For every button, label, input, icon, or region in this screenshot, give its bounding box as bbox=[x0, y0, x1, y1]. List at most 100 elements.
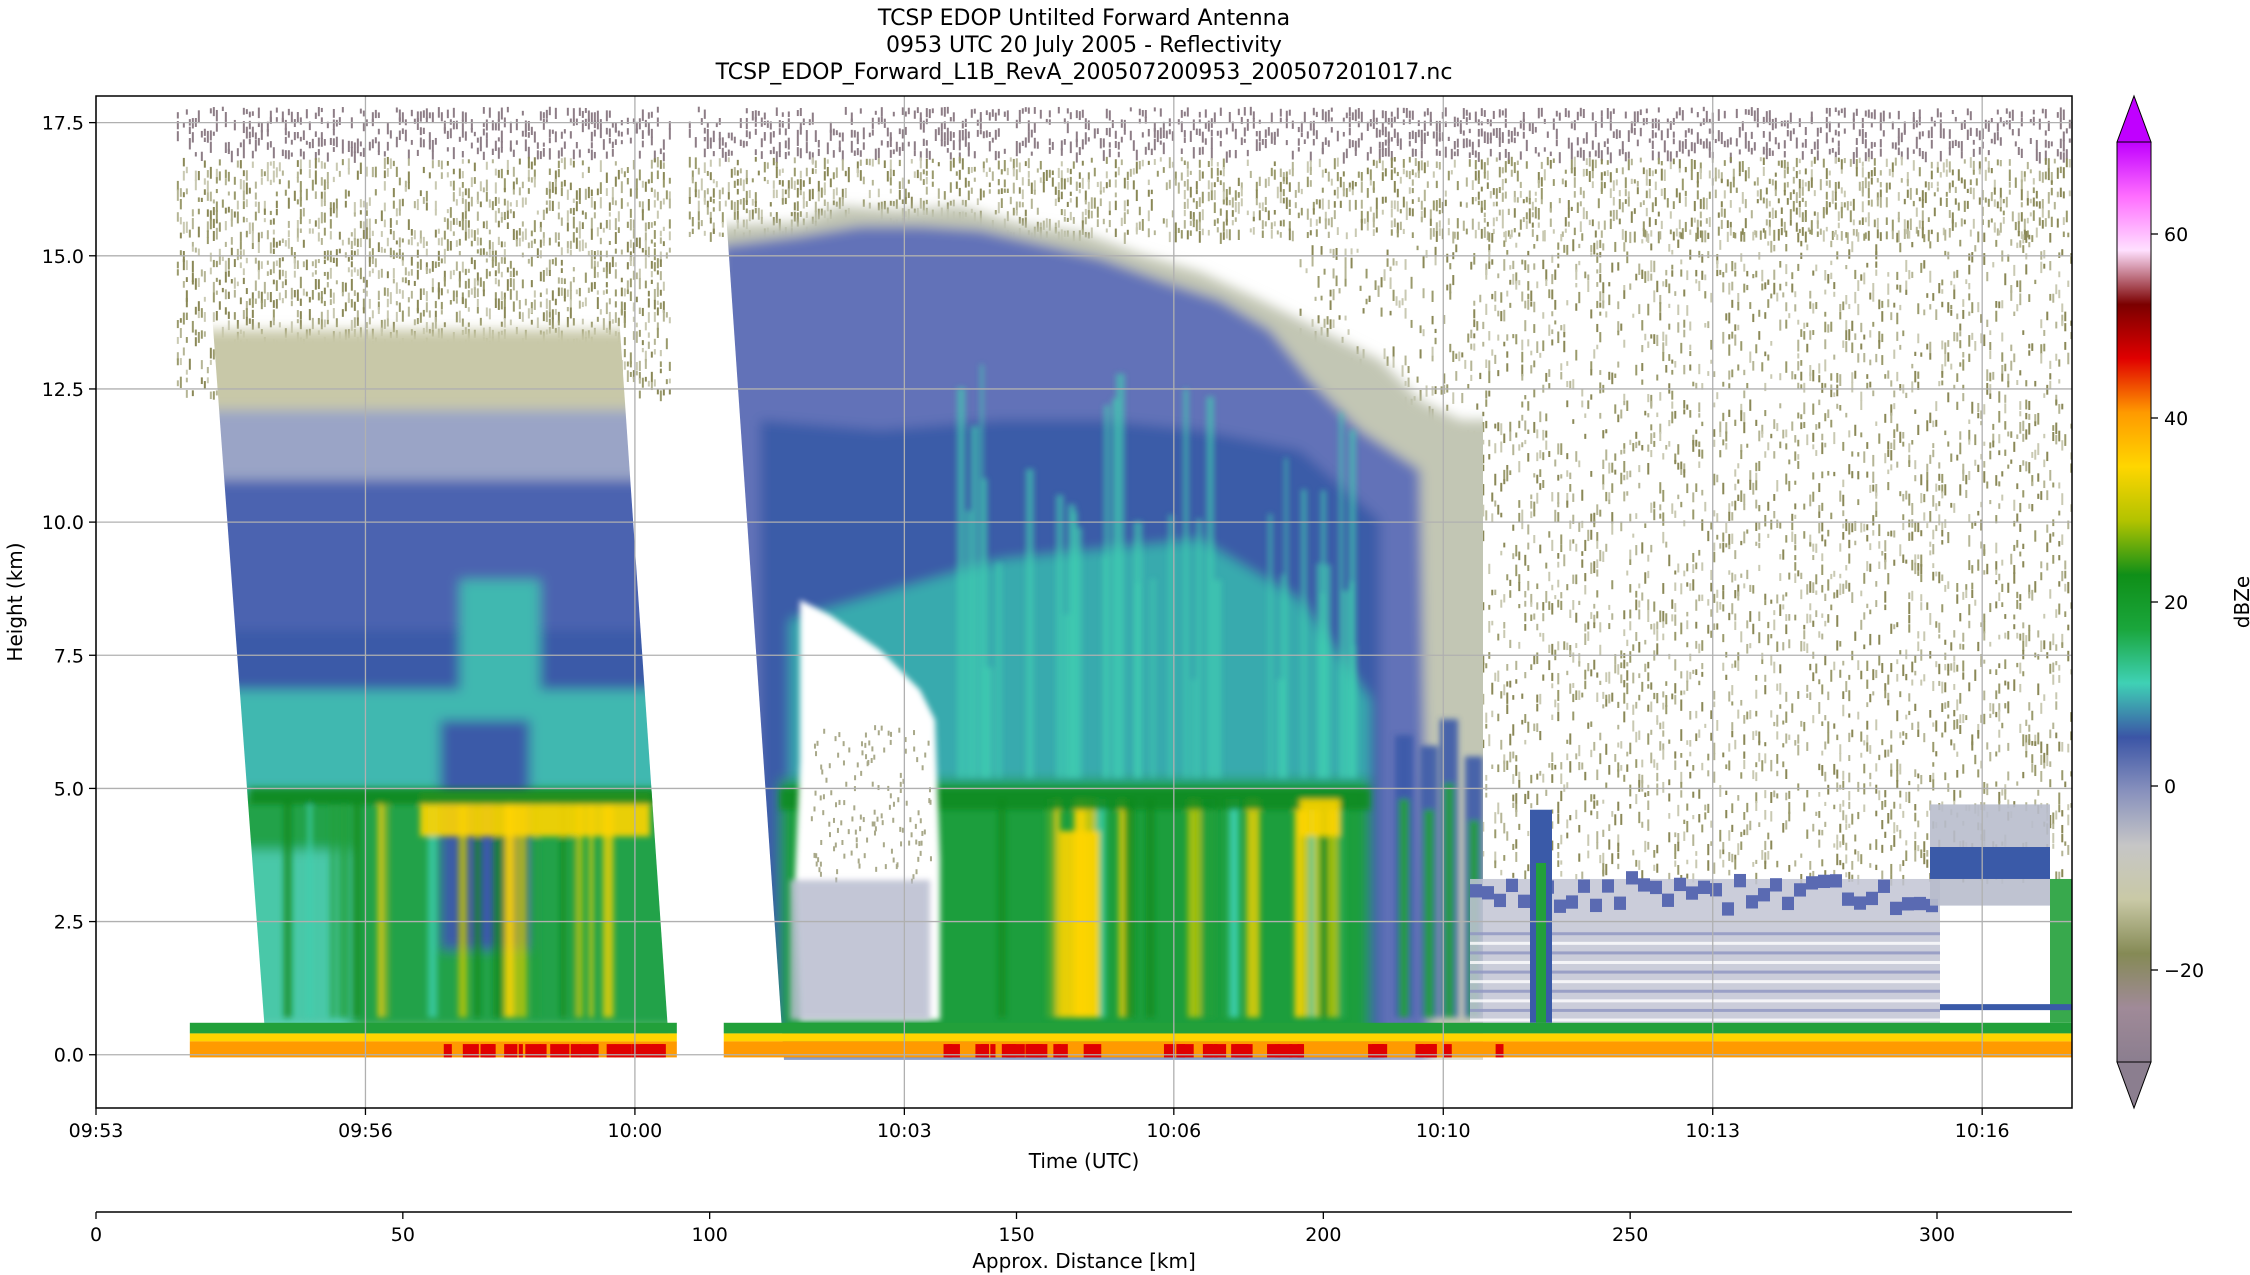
noise-speck bbox=[485, 132, 488, 139]
noise-speck bbox=[1467, 333, 1470, 343]
noise-speck bbox=[467, 220, 470, 228]
noise-speck bbox=[659, 160, 662, 169]
noise-speck bbox=[1816, 127, 1819, 137]
noise-speck bbox=[539, 271, 542, 282]
noise-speck bbox=[359, 220, 362, 229]
noise-speck bbox=[1093, 167, 1096, 177]
noise-speck bbox=[356, 292, 359, 302]
noise-speck bbox=[1708, 118, 1711, 123]
noise-speck bbox=[395, 240, 398, 245]
noise-speck bbox=[1867, 148, 1870, 159]
noise-speck bbox=[452, 168, 455, 175]
noise-speck bbox=[1527, 250, 1530, 256]
noise-speck bbox=[1999, 206, 2002, 212]
noise-speck bbox=[1557, 561, 1560, 568]
noise-speck bbox=[407, 181, 410, 190]
noise-speck bbox=[239, 250, 242, 260]
noise-speck bbox=[1879, 189, 1882, 198]
noise-speck bbox=[2047, 210, 2050, 219]
noise-speck bbox=[1159, 127, 1162, 139]
noise-speck bbox=[1491, 233, 1494, 243]
noise-speck bbox=[1996, 228, 1999, 236]
noise-speck bbox=[1654, 169, 1657, 174]
noise-speck bbox=[650, 128, 653, 138]
noise-speck bbox=[1503, 240, 1506, 247]
noise-speck bbox=[1554, 459, 1557, 467]
noise-speck bbox=[1618, 190, 1621, 197]
noise-speck bbox=[1861, 128, 1864, 140]
noise-speck bbox=[811, 188, 814, 200]
noise-speck bbox=[754, 192, 757, 203]
noise-speck bbox=[1402, 107, 1405, 114]
noise-speck bbox=[940, 139, 943, 147]
noise-speck bbox=[1552, 179, 1555, 186]
noise-speck bbox=[1288, 169, 1291, 175]
noise-speck bbox=[1708, 147, 1711, 158]
noise-speck bbox=[700, 178, 703, 191]
noise-speck bbox=[1993, 222, 1996, 230]
noise-speck bbox=[1663, 187, 1666, 200]
noise-speck bbox=[434, 137, 437, 145]
noise-speck bbox=[2062, 109, 2065, 121]
noise-speck bbox=[281, 297, 284, 304]
noise-speck bbox=[272, 279, 275, 285]
noise-speck bbox=[293, 270, 296, 278]
noise-speck bbox=[1843, 202, 1846, 208]
noise-speck bbox=[1500, 812, 1503, 824]
noise-speck bbox=[1423, 132, 1426, 144]
noise-speck bbox=[1627, 151, 1630, 159]
noise-speck bbox=[1309, 180, 1312, 187]
noise-speck bbox=[542, 142, 545, 147]
noise-speck bbox=[1509, 279, 1512, 285]
noise-speck bbox=[1530, 365, 1533, 374]
noise-speck bbox=[1099, 190, 1102, 195]
noise-speck bbox=[1527, 790, 1530, 800]
noise-speck bbox=[647, 298, 650, 308]
noise-speck bbox=[1780, 218, 1783, 227]
noise-speck bbox=[1003, 160, 1006, 172]
noise-speck bbox=[554, 232, 557, 243]
noise-speck bbox=[623, 337, 626, 346]
noise-speck bbox=[1503, 822, 1506, 834]
noise-speck bbox=[332, 176, 335, 183]
noise-speck bbox=[925, 140, 928, 146]
noise-speck bbox=[353, 250, 356, 256]
noise-speck bbox=[389, 247, 392, 258]
noise-speck bbox=[718, 138, 721, 150]
noise-speck bbox=[1681, 141, 1684, 148]
noise-speck bbox=[1180, 121, 1183, 133]
noise-speck bbox=[934, 129, 937, 141]
noise-speck bbox=[1888, 182, 1891, 190]
noise-speck bbox=[1783, 169, 1786, 179]
noise-speck bbox=[413, 319, 416, 326]
noise-speck bbox=[1483, 212, 1486, 218]
noise-speck bbox=[1537, 179, 1540, 188]
noise-speck bbox=[1678, 168, 1681, 173]
noise-speck bbox=[377, 150, 380, 156]
noise-speck bbox=[694, 137, 697, 148]
noise-speck bbox=[1488, 232, 1491, 242]
noise-speck bbox=[1015, 169, 1018, 181]
noise-speck bbox=[1573, 227, 1576, 236]
noise-speck bbox=[1879, 112, 1882, 123]
noise-speck bbox=[1488, 439, 1491, 447]
noise-speck bbox=[500, 301, 503, 310]
noise-speck bbox=[1300, 188, 1303, 195]
noise-speck bbox=[1690, 158, 1693, 171]
noise-speck bbox=[1506, 469, 1509, 482]
noise-speck bbox=[1612, 131, 1615, 138]
noise-speck bbox=[1453, 159, 1456, 168]
noise-speck bbox=[506, 170, 509, 175]
noise-speck bbox=[1372, 109, 1375, 119]
noise-speck bbox=[1723, 160, 1726, 166]
noise-speck bbox=[539, 301, 542, 308]
noise-speck bbox=[1473, 319, 1476, 328]
noise-speck bbox=[1189, 170, 1192, 175]
noise-speck bbox=[1548, 763, 1551, 768]
noise-speck bbox=[1918, 147, 1921, 157]
noise-speck bbox=[1087, 120, 1090, 131]
noise-speck bbox=[1500, 482, 1503, 492]
noise-speck bbox=[1198, 231, 1201, 243]
noise-speck bbox=[1723, 208, 1726, 218]
noise-speck bbox=[251, 242, 254, 250]
